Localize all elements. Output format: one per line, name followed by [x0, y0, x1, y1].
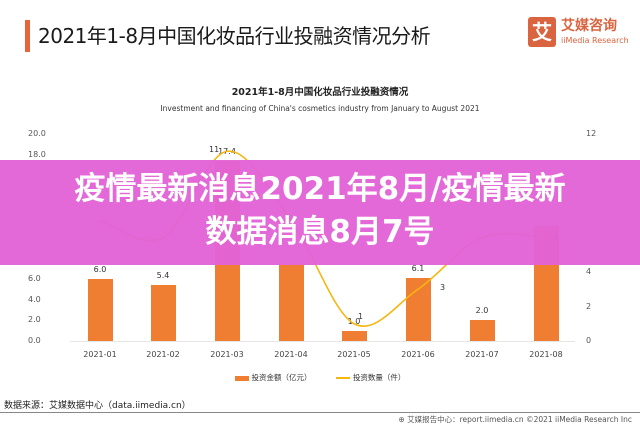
line-value-label: 1 [358, 311, 364, 321]
y-left-tick: 6.0 [28, 273, 41, 283]
bar [469, 320, 495, 341]
legend-line-label: 投资数量（件） [352, 373, 406, 382]
legend-line-swatch [335, 377, 350, 379]
bar [150, 285, 176, 341]
headline-line-2: 数据消息8月7号 [205, 214, 435, 250]
y-left-tick: 18.0 [28, 149, 46, 159]
y-left-tick: 2.0 [28, 315, 41, 325]
y-right-tick: 0 [586, 336, 592, 345]
data-source: 数据来源：艾媒数据中心（data.iimedia.cn） [4, 401, 191, 411]
overlay-headline: 疫情最新消息2021年8月/疫情最新 数据消息8月7号 [0, 168, 640, 254]
bar-value-label: 1.0 [347, 316, 361, 326]
y-right-tick: 4 [586, 267, 592, 276]
y-right-tick: 12 [586, 129, 597, 138]
y-left-tick: 0.0 [28, 336, 41, 345]
y-left-tick: 20.0 [28, 129, 46, 138]
x-tick-label: 2021-06 [401, 350, 435, 359]
bar-value-label: 6.0 [93, 264, 107, 274]
y-left-tick: 4.0 [28, 294, 41, 304]
x-tick-label: 2021-01 [83, 350, 117, 359]
logo-en-text: iiMedia Research [561, 36, 629, 45]
x-tick-label: 2021-02 [146, 350, 180, 359]
x-axis-line [70, 341, 575, 342]
logo-icon: 艾 [528, 17, 556, 47]
line-value-label: 11 [209, 145, 220, 155]
footer-credit: ⊕ 艾媒报告中心：report.iimedia.cn ©2021 iiMedia… [398, 415, 632, 424]
x-tick-label: 2021-07 [465, 350, 499, 359]
globe-icon: ⊕ [398, 415, 408, 424]
iimedia-logo: 艾 艾媒咨询 iiMedia Research [528, 17, 636, 53]
x-tick-label: 2021-03 [210, 350, 244, 359]
legend-bar-swatch [234, 375, 249, 381]
overlay-banner [0, 160, 640, 265]
x-tick-label: 2021-08 [529, 350, 563, 359]
x-tick-label: 2021-05 [337, 350, 371, 359]
bar [278, 265, 304, 341]
y-right-tick: 2 [586, 301, 592, 311]
headline-line-1: 疫情最新消息2021年8月/疫情最新 [74, 171, 566, 207]
chart-legend: 投资金额（亿元） 投资数量（件） [0, 372, 640, 383]
logo-cn-text: 艾媒咨询 [561, 18, 617, 34]
title-accent-bar [25, 20, 30, 52]
x-tick-label: 2021-04 [274, 350, 308, 359]
bar [87, 278, 113, 341]
chart-subtitle: Investment and financing of China's cosm… [160, 104, 480, 113]
chart-title: 2021年1-8月中国化妆品行业投融资情况 [231, 87, 409, 98]
bar-value-label: 6.1 [411, 263, 425, 273]
bar [341, 330, 367, 341]
page-title: 2021年1-8月中国化妆品行业投融资情况分析 [38, 24, 431, 48]
legend-bar-label: 投资金额（亿元） [251, 373, 312, 382]
footer-divider [0, 412, 640, 413]
bar-value-label: 2.0 [475, 306, 489, 316]
bar-value-label: 5.4 [156, 271, 170, 281]
line-value-label: 3 [440, 283, 446, 293]
